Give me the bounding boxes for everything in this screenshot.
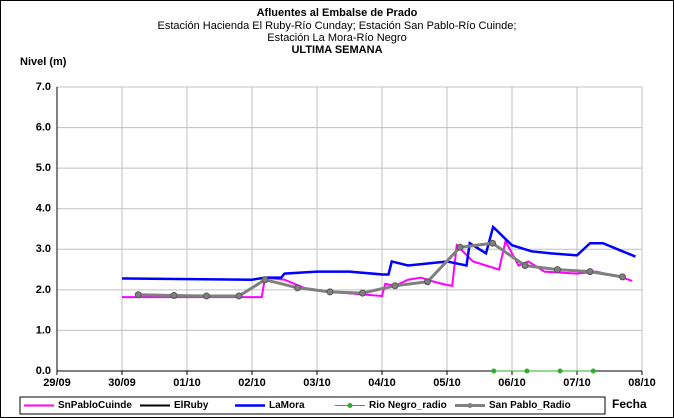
chart-title: Afluentes al Embalse de Prado	[257, 7, 418, 19]
series-marker	[261, 276, 269, 284]
x-tick-label: 05/10	[433, 377, 461, 389]
series-marker	[203, 292, 210, 300]
x-tick-label: 04/10	[368, 377, 396, 389]
x-tick-label: 29/09	[43, 377, 71, 389]
series-marker	[359, 289, 366, 297]
series-line	[138, 241, 623, 298]
x-axis-label: Fecha	[612, 397, 647, 411]
series-marker	[524, 368, 530, 374]
x-tick-label: 06/10	[498, 377, 526, 389]
series-marker	[326, 288, 334, 296]
legend-box	[19, 396, 606, 415]
x-tick-label: 07/10	[563, 377, 591, 389]
legend-label: ElRuby	[174, 400, 209, 411]
series-marker	[491, 368, 497, 374]
y-tick-label: 4.0	[36, 203, 51, 215]
series-marker	[557, 368, 563, 374]
series-marker	[235, 292, 243, 300]
series-marker	[391, 282, 399, 290]
y-tick-label: 1.0	[36, 324, 51, 336]
series-marker	[294, 284, 301, 292]
y-tick-label: 5.0	[36, 162, 51, 174]
x-tick-label: 02/10	[238, 377, 266, 389]
series-marker	[456, 243, 464, 251]
legend-label: SnPabloCuinde	[58, 400, 132, 411]
chart-subtitle: Estación La Mora-Río Negro	[267, 32, 406, 44]
chart-subtitle: ULTIMA SEMANA	[291, 44, 382, 56]
series-marker	[489, 239, 496, 247]
series-marker	[424, 278, 431, 286]
y-tick-label: 2.0	[36, 284, 51, 296]
x-tick-label: 01/10	[173, 377, 201, 389]
series-marker	[586, 268, 594, 276]
chart-subtitle: Estación Hacienda El Ruby-Río Cunday; Es…	[158, 20, 517, 32]
x-tick-label: 30/09	[108, 377, 136, 389]
y-tick-label: 6.0	[36, 121, 51, 133]
legend-label: Rio Negro_radio	[369, 400, 447, 411]
y-tick-label: 7.0	[36, 81, 51, 93]
y-axis-label: Nivel (m)	[20, 56, 67, 68]
legend-marker	[347, 403, 353, 408]
x-tick-label: 03/10	[303, 377, 331, 389]
series-marker	[554, 266, 561, 274]
x-tick-label: 08/10	[628, 377, 656, 389]
y-tick-label: 3.0	[36, 243, 51, 255]
series-marker	[619, 273, 626, 281]
plot-area	[56, 86, 643, 372]
legend-label: LaMora	[269, 400, 305, 411]
y-tick-label: 0.0	[36, 365, 51, 377]
series-marker	[521, 262, 529, 270]
series-marker	[170, 292, 178, 300]
legend-label: San Pablo_Radio	[489, 400, 571, 411]
series-marker	[590, 368, 596, 374]
legend-marker	[467, 403, 473, 408]
series-marker	[134, 291, 142, 299]
